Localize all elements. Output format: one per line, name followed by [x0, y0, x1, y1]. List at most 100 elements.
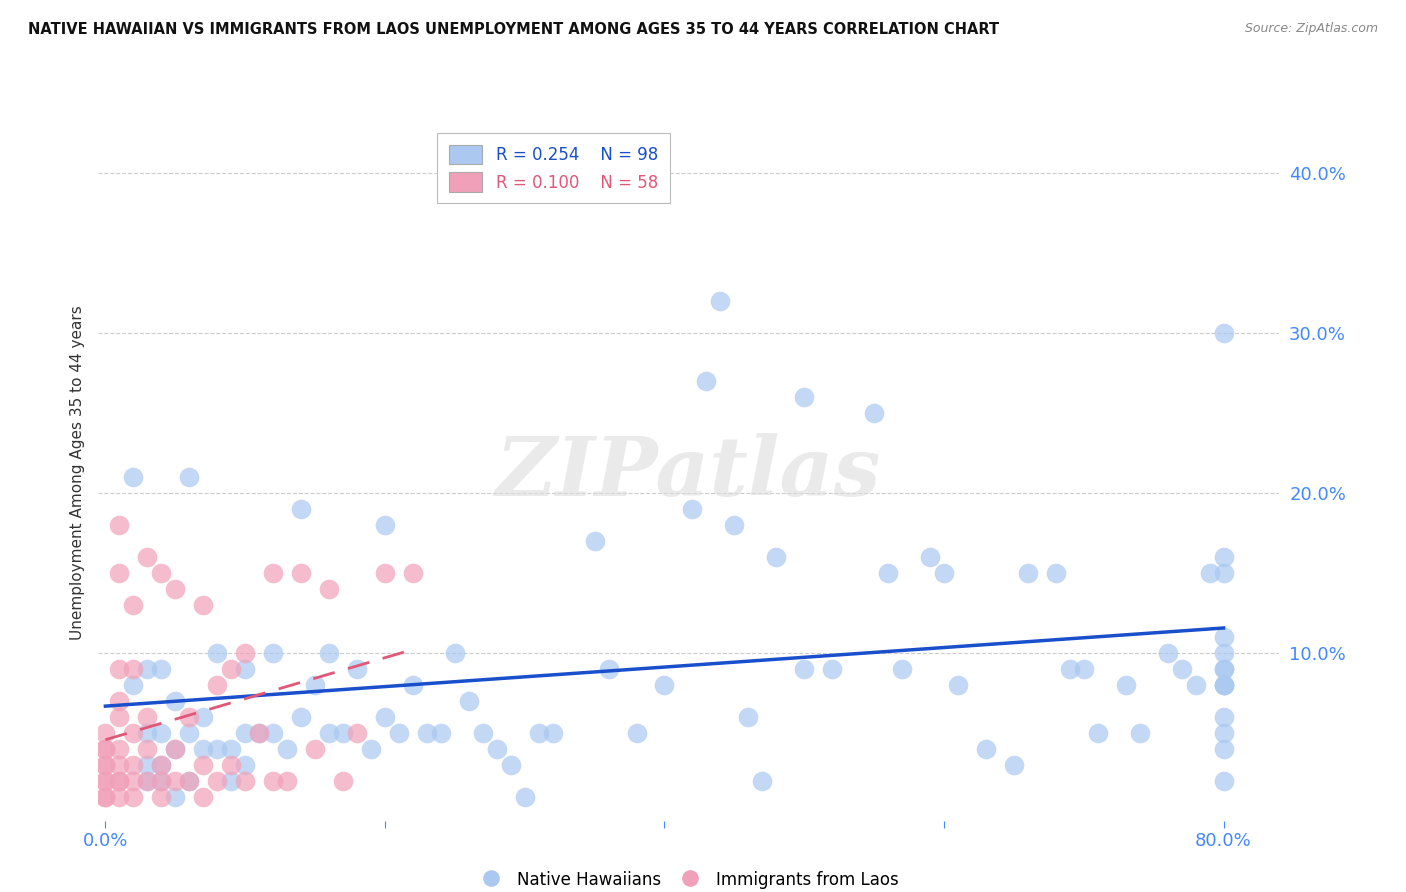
Point [179, 725, 201, 739]
Point [150, 757, 173, 772]
Point [247, 725, 270, 739]
Point [1212, 549, 1234, 564]
Point [765, 549, 787, 564]
Point [1129, 725, 1152, 739]
Point [94, 741, 117, 756]
Point [681, 501, 703, 516]
Point [1017, 566, 1039, 580]
Text: ZIPatlas: ZIPatlas [496, 433, 882, 513]
Point [150, 566, 173, 580]
Point [122, 725, 145, 739]
Point [193, 741, 215, 756]
Point [877, 566, 900, 580]
Point [402, 678, 425, 692]
Point [751, 773, 773, 788]
Point [1212, 678, 1234, 692]
Point [94, 789, 117, 804]
Point [304, 678, 326, 692]
Point [108, 757, 131, 772]
Point [1212, 709, 1234, 723]
Point [290, 566, 312, 580]
Point [108, 694, 131, 708]
Point [205, 773, 228, 788]
Point [136, 549, 159, 564]
Point [108, 773, 131, 788]
Point [247, 725, 270, 739]
Point [1212, 662, 1234, 676]
Point [695, 374, 717, 388]
Point [94, 773, 117, 788]
Point [136, 773, 159, 788]
Point [1002, 757, 1025, 772]
Point [94, 773, 117, 788]
Point [108, 773, 131, 788]
Point [122, 662, 145, 676]
Point [1087, 725, 1109, 739]
Point [108, 709, 131, 723]
Point [122, 773, 145, 788]
Point [193, 757, 215, 772]
Point [821, 662, 844, 676]
Point [626, 725, 648, 739]
Point [122, 469, 145, 483]
Point [94, 725, 117, 739]
Point [108, 789, 131, 804]
Point [94, 757, 117, 772]
Point [1073, 662, 1095, 676]
Point [346, 662, 368, 676]
Point [205, 646, 228, 660]
Point [709, 293, 731, 308]
Point [891, 662, 914, 676]
Point [304, 741, 326, 756]
Point [1212, 741, 1234, 756]
Point [443, 646, 465, 660]
Point [374, 517, 396, 532]
Point [136, 773, 159, 788]
Point [233, 662, 256, 676]
Point [262, 566, 284, 580]
Point [165, 741, 187, 756]
Point [332, 773, 354, 788]
Text: NATIVE HAWAIIAN VS IMMIGRANTS FROM LAOS UNEMPLOYMENT AMONG AGES 35 TO 44 YEARS C: NATIVE HAWAIIAN VS IMMIGRANTS FROM LAOS … [28, 22, 1000, 37]
Point [108, 662, 131, 676]
Point [94, 757, 117, 772]
Point [219, 773, 242, 788]
Point [430, 725, 453, 739]
Point [290, 709, 312, 723]
Point [193, 709, 215, 723]
Point [1198, 566, 1220, 580]
Point [233, 725, 256, 739]
Point [1212, 326, 1234, 340]
Point [165, 741, 187, 756]
Point [1212, 630, 1234, 644]
Point [150, 773, 173, 788]
Point [346, 725, 368, 739]
Y-axis label: Unemployment Among Ages 35 to 44 years: Unemployment Among Ages 35 to 44 years [69, 305, 84, 640]
Point [136, 709, 159, 723]
Point [1212, 725, 1234, 739]
Point [165, 694, 187, 708]
Point [150, 789, 173, 804]
Point [150, 773, 173, 788]
Point [262, 646, 284, 660]
Point [374, 709, 396, 723]
Point [150, 662, 173, 676]
Point [108, 741, 131, 756]
Point [193, 789, 215, 804]
Point [179, 773, 201, 788]
Point [193, 598, 215, 612]
Point [136, 741, 159, 756]
Point [219, 662, 242, 676]
Point [598, 662, 620, 676]
Point [932, 566, 955, 580]
Point [918, 549, 941, 564]
Point [108, 517, 131, 532]
Point [1115, 678, 1137, 692]
Point [541, 725, 564, 739]
Point [150, 725, 173, 739]
Point [388, 725, 411, 739]
Point [1212, 678, 1234, 692]
Point [136, 725, 159, 739]
Point [318, 582, 340, 596]
Point [94, 789, 117, 804]
